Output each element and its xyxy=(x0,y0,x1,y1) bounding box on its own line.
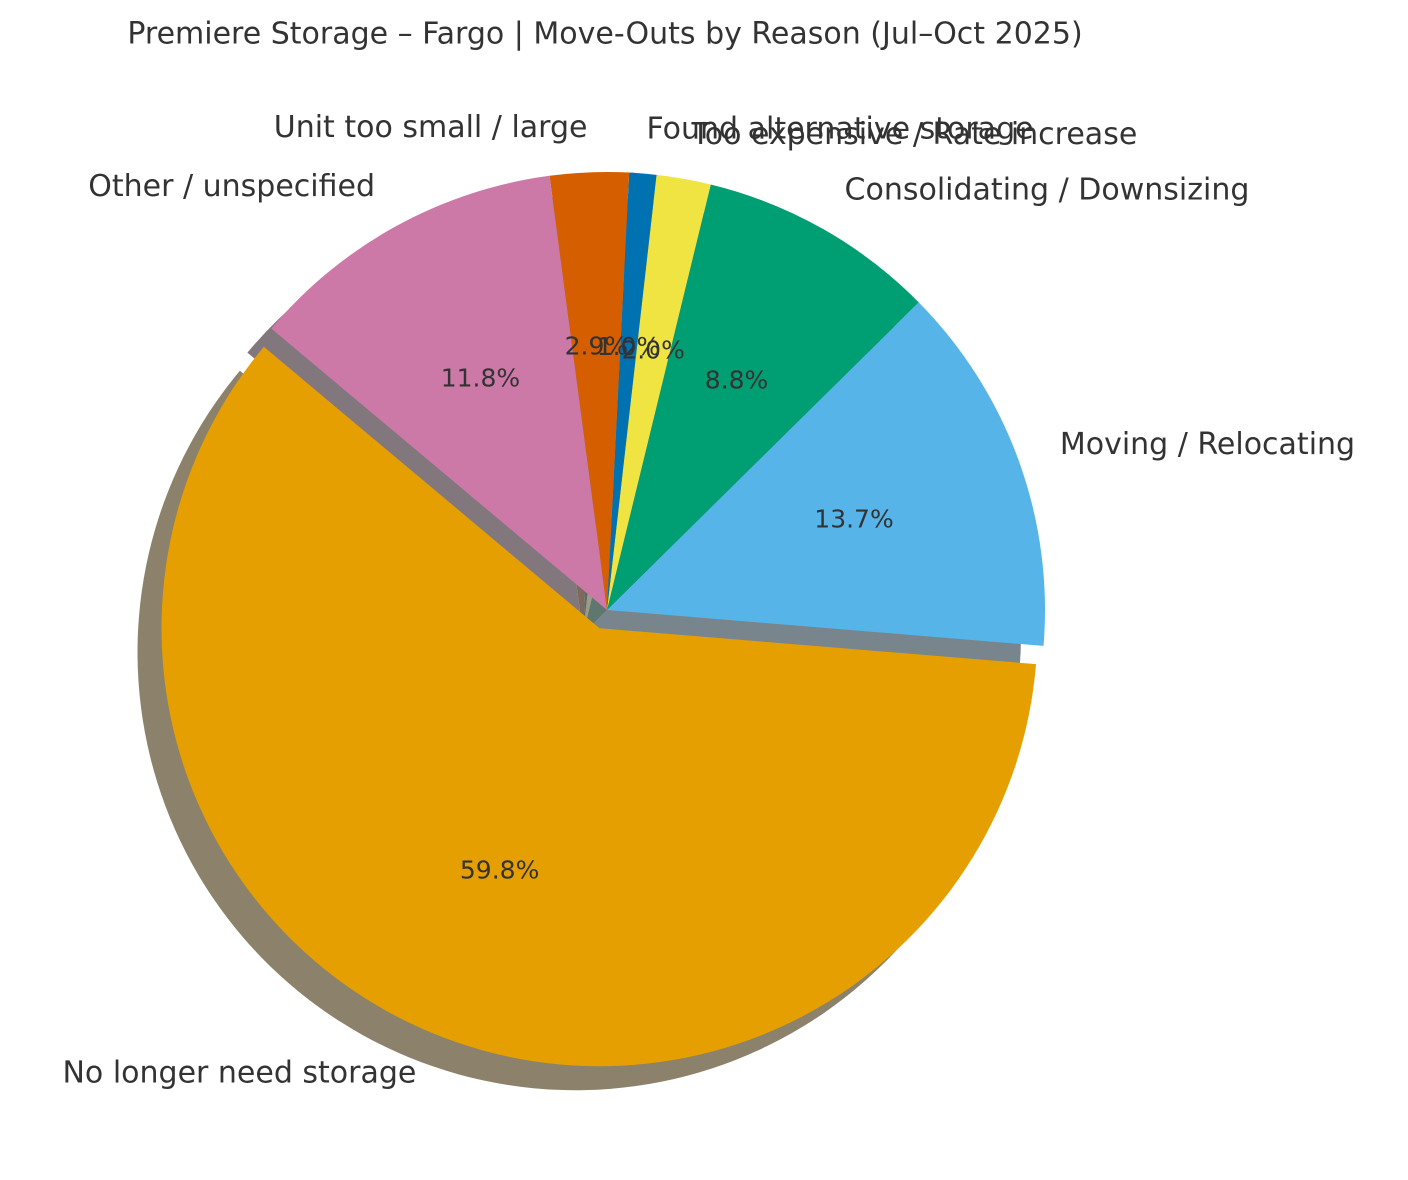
value-label: 8.8% xyxy=(705,365,769,394)
labels: Moving / Relocating 13.7% Consolidating / … xyxy=(62,110,1355,1090)
value-label: 13.7% xyxy=(814,504,893,533)
slice-label: Found alternative storage xyxy=(646,111,1033,146)
slice-label: Other / unspecified xyxy=(88,169,375,204)
slice xyxy=(607,172,657,611)
slice xyxy=(607,302,1045,646)
slice xyxy=(607,174,711,610)
slice-label: Consolidating / Downsizing xyxy=(845,172,1250,207)
slices xyxy=(161,172,1045,1067)
chart-title: Premiere Storage – Fargo | Move-Outs by … xyxy=(127,17,1082,52)
value-label: 1.0% xyxy=(597,332,661,361)
slice-label: No longer need storage xyxy=(62,1055,416,1090)
value-label: 59.8% xyxy=(460,855,539,884)
slice xyxy=(607,184,919,610)
slice xyxy=(271,175,607,610)
slice-label: Moving / Relocating xyxy=(1060,427,1355,462)
slice xyxy=(549,172,630,610)
slice xyxy=(161,346,1037,1067)
value-label: 2.9% xyxy=(565,331,629,360)
slice-label: Too expensive / Rate increase xyxy=(690,117,1137,152)
value-label: 2.0% xyxy=(621,335,685,364)
slice-label: Unit too small / large xyxy=(274,110,588,145)
value-label: 11.8% xyxy=(441,364,520,393)
